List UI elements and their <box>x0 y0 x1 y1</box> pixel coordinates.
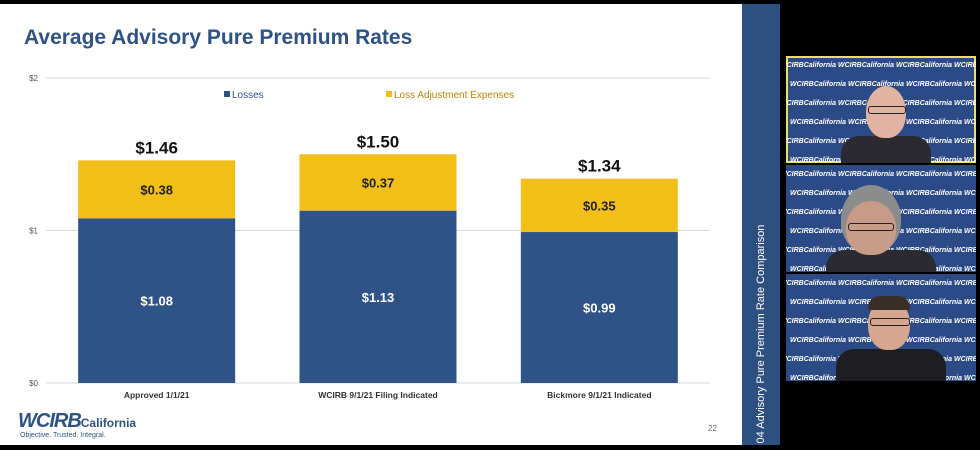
backdrop-logo: WCIRBCalifornia <box>896 318 952 325</box>
backdrop-logo: WCIRBCalifornia <box>906 337 962 344</box>
backdrop-logo: WCIRBCalifornia <box>786 100 836 107</box>
backdrop-logo: WCIRBCalifornia <box>838 318 894 325</box>
legend-swatch <box>386 91 392 97</box>
y-tick-label: $0 <box>29 379 38 388</box>
bar-segment-lae <box>299 154 457 211</box>
data-label: $1.13 <box>362 290 395 305</box>
backdrop-logo: WCIRBCalifornia <box>954 318 976 325</box>
backdrop-logo: WCIRBCalifornia <box>790 337 846 344</box>
backdrop-logo: WCIRBCalifornia <box>896 171 952 178</box>
legend-label: Losses <box>232 90 264 101</box>
backdrop-logo: WCIRBCalifornia <box>790 299 846 306</box>
backdrop-logo: WCIRBCalifornia <box>790 119 846 126</box>
backdrop-logo: WCIRBCalifornia <box>896 209 952 216</box>
backdrop-logo: WCIRBCalifornia <box>786 171 836 178</box>
total-label: $1.34 <box>578 157 621 176</box>
slide-title: Average Advisory Pure Premium Rates <box>24 26 413 49</box>
backdrop-logo: WCIRBCalifornia <box>786 62 836 69</box>
backdrop-logo: WCIRBCalifornia <box>906 190 962 197</box>
logo-main-text: WCIRB <box>18 410 82 432</box>
logo-sub-text: California <box>80 416 137 430</box>
backdrop-logo: WCIRBCalifornia <box>906 228 962 235</box>
data-label: $0.35 <box>583 198 616 213</box>
backdrop-logo: WCIRBCalifornia <box>954 100 976 107</box>
backdrop-logo: WCIRBCalifornia <box>906 157 962 163</box>
data-label: $0.37 <box>362 175 395 190</box>
video-tile-1[interactable]: WCIRBCaliforniaWCIRBCaliforniaWCIRBCalif… <box>786 56 976 163</box>
backdrop-logo: WCIRBCalifornia <box>964 299 976 306</box>
backdrop-logo: WCIRBCalifornia <box>964 81 976 88</box>
backdrop-logo: WCIRBCalifornia <box>954 247 976 254</box>
backdrop-logo: WCIRBCalifornia <box>848 81 904 88</box>
data-label: $0.99 <box>583 301 616 316</box>
backdrop-logo: WCIRBCalifornia <box>838 171 894 178</box>
x-tick-label: Bickmore 9/1/21 Indicated <box>547 390 651 400</box>
backdrop-logo: WCIRBCalifornia <box>906 81 962 88</box>
logo-tagline: Objective. Trusted. Integral. <box>20 432 106 439</box>
backdrop-logo: WCIRBCalifornia <box>954 62 976 69</box>
backdrop-logo: WCIRBCalifornia <box>896 100 952 107</box>
backdrop-logo: WCIRBCalifornia <box>790 190 846 197</box>
backdrop-logo: WCIRBCalifornia <box>786 356 836 363</box>
backdrop-logo: WCIRBCalifornia <box>954 209 976 216</box>
bar-segment-lae <box>78 160 236 219</box>
bar-segment-losses <box>299 210 457 383</box>
backdrop-logo: WCIRBCalifornia <box>786 138 836 145</box>
backdrop-logo: WCIRBCalifornia <box>786 209 836 216</box>
data-label: $1.08 <box>140 294 173 309</box>
backdrop-logo: WCIRBCalifornia <box>838 280 894 287</box>
backdrop-logo: WCIRBCalifornia <box>964 375 976 381</box>
backdrop-logo: WCIRBCalifornia <box>790 228 846 235</box>
bar-segment-losses <box>520 232 678 383</box>
backdrop-logo: WCIRBCalifornia <box>906 119 962 126</box>
video-tiles: WCIRBCaliforniaWCIRBCaliforniaWCIRBCalif… <box>786 56 980 383</box>
section-sidebar: 04 Advisory Pure Premium Rate Comparison <box>742 4 780 445</box>
video-tile-2[interactable]: WCIRBCaliforniaWCIRBCaliforniaWCIRBCalif… <box>786 165 976 272</box>
backdrop-logo: WCIRBCalifornia <box>964 157 976 163</box>
backdrop-logo: WCIRBCalifornia <box>964 228 976 235</box>
backdrop-logo: WCIRBCalifornia <box>896 280 952 287</box>
backdrop-logo: WCIRBCalifornia <box>786 247 836 254</box>
video-tile-3[interactable]: WCIRBCaliforniaWCIRBCaliforniaWCIRBCalif… <box>786 274 976 381</box>
total-label: $1.46 <box>135 138 178 157</box>
backdrop-logo: WCIRBCalifornia <box>896 62 952 69</box>
legend-swatch <box>224 91 230 97</box>
y-tick-label: $1 <box>29 227 38 236</box>
backdrop-logo: WCIRBCalifornia <box>954 138 976 145</box>
backdrop-logo: WCIRBCalifornia <box>964 119 976 126</box>
backdrop-logo: WCIRBCalifornia <box>790 157 846 163</box>
backdrop-logo: WCIRBCalifornia <box>964 190 976 197</box>
section-title: 04 Advisory Pure Premium Rate Comparison <box>755 224 767 444</box>
backdrop-logo: WCIRBCalifornia <box>954 280 976 287</box>
total-label: $1.50 <box>357 132 400 151</box>
presentation-slide: Average Advisory Pure Premium Rates $0 $1… <box>0 4 742 445</box>
wcirb-logo: WCIRBCalifornia Objective. Trusted. Inte… <box>18 410 137 439</box>
data-label: $0.38 <box>140 182 173 197</box>
y-tick-label: $2 <box>29 74 38 83</box>
backdrop-logo: WCIRBCalifornia <box>790 81 846 88</box>
stacked-bar-chart: $0 $1 $2 $1.08 $0.38 $1.46 Approved 1/1/21 $1.1… <box>29 74 710 400</box>
backdrop-logo: WCIRBCalifornia <box>786 280 836 287</box>
backdrop-logo: WCIRBCalifornia <box>964 266 976 272</box>
legend-label: Loss Adjustment Expenses <box>394 90 514 101</box>
bar-segment-losses <box>78 218 236 383</box>
backdrop-logo: WCIRBCalifornia <box>964 337 976 344</box>
backdrop-logo: WCIRBCalifornia <box>790 266 846 272</box>
bar-segment-lae <box>520 178 678 233</box>
backdrop-logo: WCIRBCalifornia <box>954 171 976 178</box>
x-tick-label: Approved 1/1/21 <box>124 390 190 400</box>
backdrop-logo: WCIRBCalifornia <box>954 356 976 363</box>
backdrop-logo: WCIRBCalifornia <box>906 299 962 306</box>
backdrop-logo: WCIRBCalifornia <box>838 62 894 69</box>
page-number: 22 <box>708 424 717 433</box>
backdrop-logo: WCIRBCalifornia <box>786 318 836 325</box>
backdrop-logo: WCIRBCalifornia <box>790 375 846 381</box>
x-tick-label: WCIRB 9/1/21 Filing Indicated <box>318 390 438 400</box>
